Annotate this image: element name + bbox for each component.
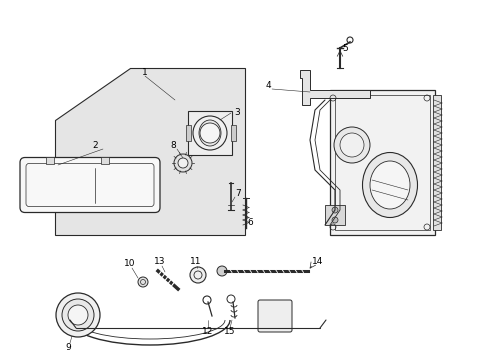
Bar [432,95,440,230]
FancyBboxPatch shape [20,158,160,212]
Bar [230,125,236,141]
Text: 6: 6 [246,217,252,226]
Text: 14: 14 [312,256,323,266]
Text: 2: 2 [92,140,98,149]
Text: 13: 13 [154,257,165,266]
Bar [187,111,231,155]
Text: 4: 4 [264,81,270,90]
Text: 15: 15 [224,328,235,337]
Circle shape [200,123,220,143]
Circle shape [56,293,100,337]
Bar [334,95,429,230]
Ellipse shape [362,153,417,217]
Circle shape [62,299,94,331]
Text: 11: 11 [190,257,202,266]
Bar [46,157,54,163]
Circle shape [138,277,148,287]
Circle shape [68,305,88,325]
FancyBboxPatch shape [258,300,291,332]
Circle shape [339,133,363,157]
Circle shape [190,267,205,283]
Text: 3: 3 [234,108,240,117]
Circle shape [217,266,226,276]
Ellipse shape [369,161,409,209]
Bar [329,90,434,235]
Bar [101,157,109,163]
Circle shape [331,217,337,223]
Circle shape [178,158,187,168]
Text: 7: 7 [235,189,241,198]
Polygon shape [299,70,369,105]
Circle shape [174,154,192,172]
Circle shape [333,127,369,163]
Ellipse shape [199,120,221,146]
Text: 5: 5 [342,44,347,53]
Bar [325,205,345,225]
Text: 9: 9 [65,342,71,351]
Polygon shape [55,68,244,235]
Circle shape [331,207,337,213]
Text: 8: 8 [170,140,176,149]
Text: 1: 1 [142,68,147,77]
Text: 10: 10 [124,260,136,269]
Bar [185,125,191,141]
Circle shape [193,116,226,150]
Text: 12: 12 [202,328,213,337]
